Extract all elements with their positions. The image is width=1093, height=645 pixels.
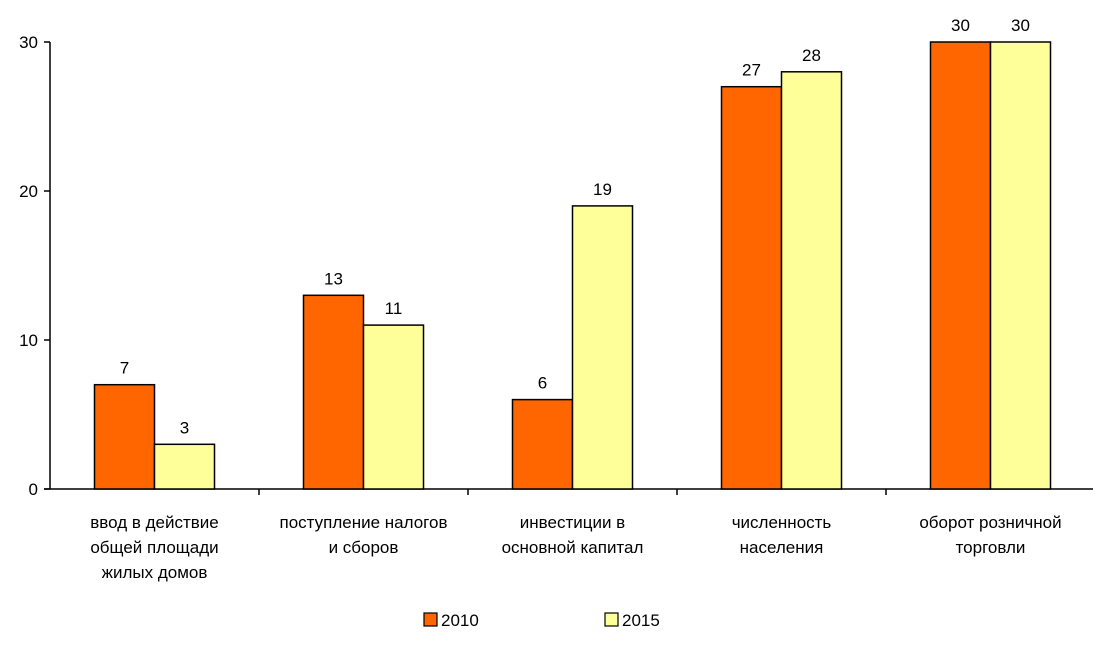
y-tick-label: 20 — [19, 182, 38, 201]
bar-2015-1 — [153, 443, 216, 490]
legend-label: 2010 — [441, 611, 479, 630]
bar-2010-3 — [511, 398, 574, 490]
data-label: 11 — [385, 299, 403, 318]
category-labels: ввод в действие общей площади жилых домов п… — [90, 513, 1061, 582]
bar-2010-5 — [929, 41, 992, 490]
bar-2010-1 — [93, 383, 156, 490]
category-label: оборот розничной торговли — [919, 513, 1061, 557]
data-label: 7 — [120, 359, 129, 378]
category-label: ввод в действие общей площади жилых домов — [90, 513, 219, 582]
bar-2015-2 — [362, 324, 425, 490]
data-label: 27 — [742, 61, 761, 80]
legend: 2010 2015 — [423, 611, 660, 630]
y-tick-label: 0 — [29, 480, 38, 499]
legend-item-2015: 2015 — [604, 611, 660, 630]
bar-2010-2 — [302, 294, 365, 490]
bar-2010-4 — [720, 85, 783, 490]
bar-2015-3 — [571, 205, 634, 490]
category-label: численность населения — [732, 513, 832, 557]
y-tick-label: 30 — [19, 33, 38, 52]
category-label: инвестиции в основной капитал — [502, 513, 644, 557]
data-label: 3 — [180, 418, 189, 437]
bar-2015-5 — [989, 41, 1052, 490]
data-label: 28 — [802, 46, 821, 65]
data-label: 6 — [538, 374, 547, 393]
data-label: 13 — [324, 269, 343, 288]
x-axis — [44, 488, 1093, 495]
bar-2015-4 — [780, 71, 843, 490]
data-label: 19 — [593, 180, 612, 199]
legend-swatch — [604, 612, 619, 627]
legend-item-2010: 2010 — [423, 611, 479, 630]
y-tick-label: 10 — [19, 331, 38, 350]
bar-labels: 7 3 13 11 6 19 27 28 30 30 — [120, 16, 1030, 437]
bars — [93, 41, 1052, 490]
data-label: 30 — [1011, 16, 1030, 35]
legend-swatch — [423, 612, 438, 627]
legend-label: 2015 — [622, 611, 660, 630]
y-axis: 0 10 20 30 — [19, 33, 51, 499]
data-label: 30 — [951, 16, 970, 35]
category-label: поступление налогов и сборов — [280, 513, 448, 557]
